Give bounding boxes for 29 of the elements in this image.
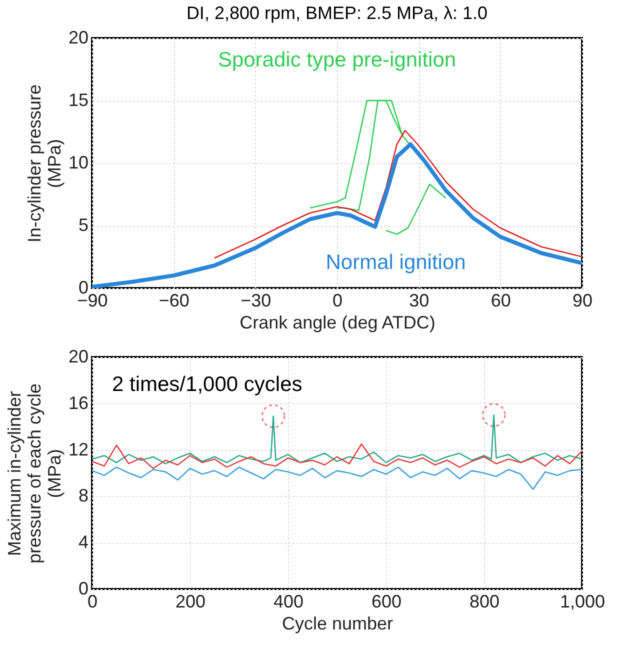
x-tick-label: 60 [490, 290, 511, 310]
y-tick-label: 20 [68, 346, 88, 366]
chart-title: DI, 2,800 rpm, BMEP: 2.5 MPa, λ: 1.0 [186, 3, 488, 23]
x-tick-label: 90 [572, 290, 593, 310]
y-axis-title: In-cylinder pressure (MPa) [24, 84, 64, 243]
y-tick-label: 15 [68, 90, 88, 110]
x-tick-label: 0 [332, 290, 343, 310]
y-tick-label: 5 [78, 215, 88, 235]
x-tick-label: 800 [469, 592, 500, 612]
y-tick-label: 10 [68, 152, 88, 172]
x-axis-title: Cycle number [282, 614, 394, 634]
y-tick-label: 4 [78, 532, 88, 552]
x-tick-label: −30 [240, 290, 272, 310]
y-tick-label: 12 [68, 439, 88, 460]
x-tick-label: 30 [409, 290, 430, 310]
y-tick-label: 16 [68, 392, 88, 413]
text: Sporadic type pre-ignition [218, 48, 456, 72]
x-tick-label: −60 [158, 290, 190, 310]
x-tick-label: 1,000 [560, 592, 606, 612]
x-tick-label: 600 [371, 592, 402, 612]
y-axis-title: Maximum in-cylinder pressure of each cycle (MPa) [4, 383, 64, 564]
y-tick-label: 0 [78, 578, 88, 598]
x-tick-label: 400 [273, 592, 304, 612]
y-tick-label: 8 [78, 486, 88, 506]
series-label: Normal ignition [326, 251, 466, 274]
x-tick-label: 200 [175, 592, 206, 612]
x-axis-title: Crank angle (deg ATDC) [240, 312, 436, 332]
annotation: 2 times/1,000 cycles [112, 373, 302, 396]
y-tick-label: 20 [68, 28, 88, 48]
